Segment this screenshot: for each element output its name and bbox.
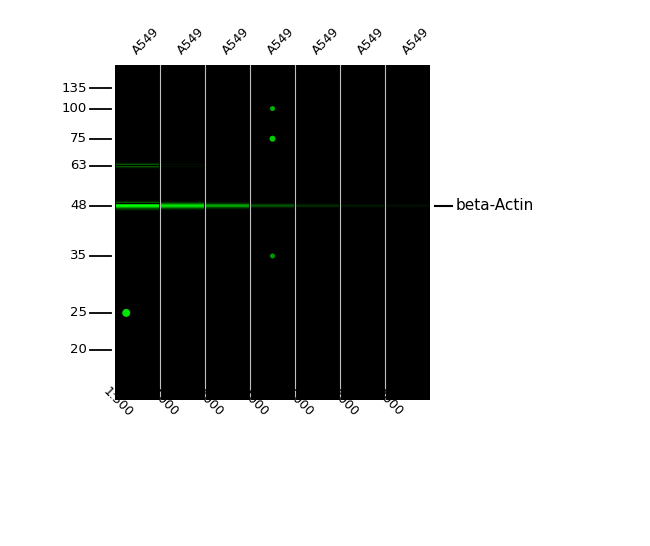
Text: beta-Actin: beta-Actin	[456, 198, 534, 213]
Text: A549: A549	[310, 25, 343, 57]
Text: 75: 75	[70, 132, 87, 145]
Text: 100: 100	[62, 102, 87, 115]
Text: A549: A549	[176, 25, 207, 57]
Circle shape	[270, 253, 275, 258]
Text: 25: 25	[70, 306, 87, 319]
Text: 1:1000: 1:1000	[140, 379, 181, 419]
Text: A549: A549	[400, 25, 432, 57]
Circle shape	[270, 106, 275, 111]
Text: 1:5000: 1:5000	[275, 379, 315, 419]
Bar	[115, 65, 430, 400]
Text: 20: 20	[70, 343, 87, 356]
Text: 63: 63	[70, 159, 87, 172]
Circle shape	[270, 136, 276, 142]
Circle shape	[122, 309, 130, 317]
Text: 1:500: 1:500	[101, 384, 135, 419]
Text: A549: A549	[265, 25, 297, 57]
Text: 48: 48	[70, 199, 87, 212]
Text: 1:10000: 1:10000	[359, 373, 406, 419]
Text: A549: A549	[130, 25, 162, 57]
Text: A549: A549	[220, 25, 252, 57]
Text: A549: A549	[356, 25, 387, 57]
Text: 35: 35	[70, 250, 87, 263]
Text: 1:8000: 1:8000	[320, 379, 361, 419]
Text: 135: 135	[62, 82, 87, 95]
Text: 1:4000: 1:4000	[230, 379, 270, 419]
Text: 1:2000: 1:2000	[185, 379, 226, 419]
